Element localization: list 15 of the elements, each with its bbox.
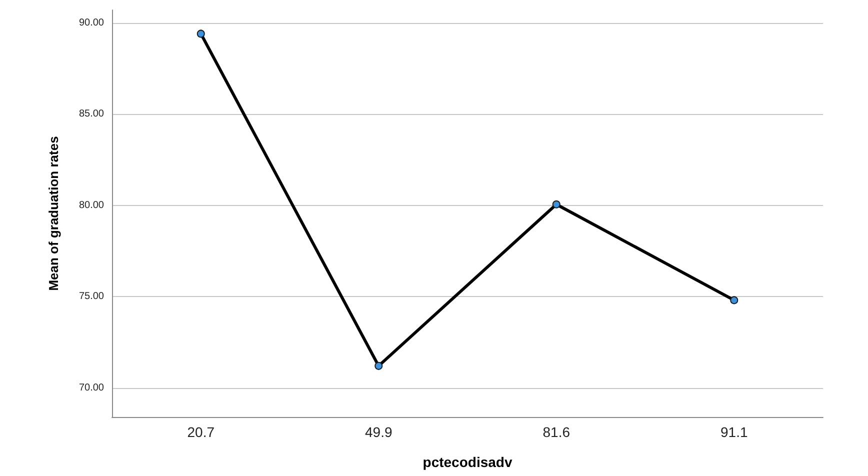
y-tick-label: 80.00	[78, 200, 104, 211]
y-tick-label: 85.00	[78, 108, 104, 120]
point	[374, 362, 383, 370]
x-axis-title: pctecodisadv	[422, 454, 512, 470]
x-tick-label: 91.1	[720, 424, 748, 440]
y-tick-label: 70.00	[78, 382, 104, 394]
x-tick-label: 49.9	[365, 424, 392, 440]
point	[196, 30, 205, 38]
y-tick-label: 90.00	[78, 17, 104, 28]
y-axis-title: Mean of graduation rates	[46, 136, 61, 291]
y-tick-label: 75.00	[78, 291, 104, 302]
x-tick-label: 81.6	[542, 424, 570, 440]
point	[730, 296, 738, 304]
point	[552, 200, 560, 208]
x-tick-label: 20.7	[187, 424, 215, 440]
